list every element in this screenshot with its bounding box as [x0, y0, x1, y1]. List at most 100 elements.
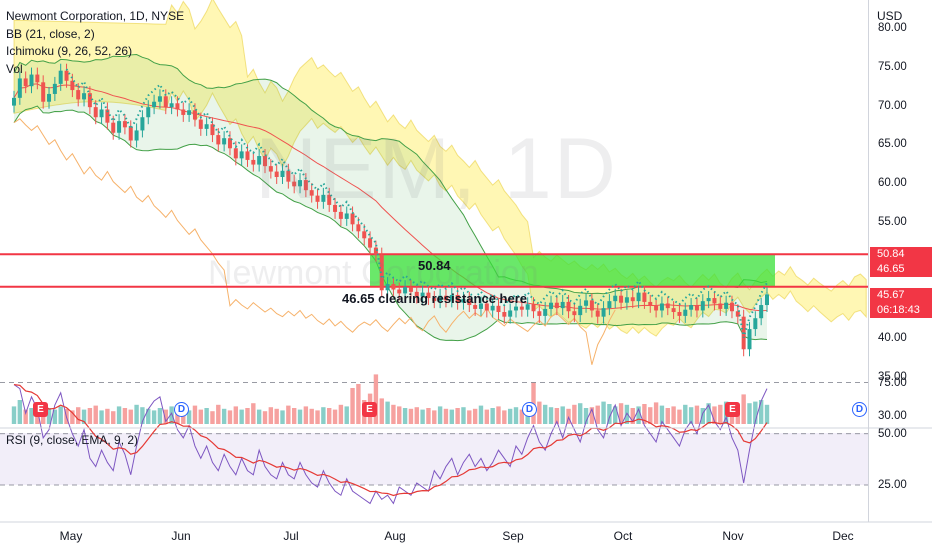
candle-body [23, 78, 28, 87]
volume-bar [467, 410, 472, 424]
time-tick-label: Sep [502, 529, 524, 543]
candle-body [514, 306, 518, 311]
volume-bar [455, 408, 460, 424]
volume-bar [239, 409, 244, 424]
volume-bar [484, 409, 490, 424]
volume-bar [140, 407, 145, 424]
candle-body [712, 298, 717, 304]
volume-bar [356, 384, 361, 424]
volume-bar [46, 408, 52, 424]
volume-bar [93, 405, 98, 424]
candle-body [298, 180, 303, 187]
candle-body [601, 308, 606, 317]
candle-body [373, 247, 378, 255]
candle-body [286, 170, 291, 182]
candle-body [508, 310, 513, 317]
volume-bar [274, 408, 279, 424]
rsi-line [13, 384, 768, 505]
volume-bar [671, 406, 676, 424]
candle-body [122, 121, 127, 128]
candle-body [648, 301, 653, 306]
volume-bar [472, 408, 478, 424]
indicator-rsi[interactable]: RSI (9, close, EMA, 9, 2) [6, 433, 139, 447]
candle-body [338, 211, 343, 219]
volume-bar [52, 409, 58, 424]
resistance-zone [370, 254, 775, 287]
volume-bar [449, 409, 454, 424]
dividend-marker[interactable]: D [174, 402, 189, 417]
volume-bar [758, 400, 764, 424]
volume-bar [216, 404, 221, 424]
volume-bar [618, 403, 624, 424]
candle-body [70, 80, 75, 91]
candle-body [163, 96, 168, 108]
dividend-marker[interactable]: D [852, 402, 867, 417]
indicator-ichimoku[interactable]: Ichimoku (9, 26, 52, 26) [6, 44, 133, 58]
candle-body [455, 294, 460, 303]
volume-bar [420, 409, 425, 424]
rsi-band [0, 433, 868, 485]
candle-body [268, 166, 273, 172]
earnings-marker[interactable]: E [725, 402, 740, 417]
annotation-resistance-top[interactable]: 50.84 [418, 258, 451, 273]
volume-bar [105, 408, 110, 424]
indicator-volume[interactable]: Vol [6, 61, 23, 76]
price-tick-label: 60.00 [878, 177, 907, 190]
candle-body [327, 194, 332, 205]
volume-bar [548, 407, 554, 424]
volume-bar [700, 408, 705, 424]
candle-body [694, 305, 699, 311]
candle-body [391, 284, 396, 290]
rsi-ema-line [13, 383, 768, 497]
volume-bar [408, 408, 414, 424]
price-tick-label: 30.00 [878, 410, 907, 422]
volume-bar [554, 408, 560, 424]
price-tick-label: 75.00 [878, 60, 907, 73]
volume-bar [414, 407, 419, 424]
dividend-marker[interactable]: D [522, 402, 537, 417]
candle-body [671, 308, 676, 313]
earnings-marker[interactable]: E [33, 402, 48, 417]
candle-body [368, 238, 373, 248]
candle-body [747, 329, 752, 350]
currency-label: USD [877, 9, 903, 23]
volume-bar [402, 408, 408, 424]
candle-body [140, 117, 145, 131]
annotation-clearing-resistance[interactable]: 46.65 clearing resistance here [342, 291, 528, 306]
candle-body [233, 148, 238, 159]
rsi-tick-label: 75.00 [878, 376, 907, 389]
symbol-title[interactable]: Newmont Corporation, 1D, NYSE [6, 9, 185, 23]
volume-bar [169, 406, 174, 424]
volume-bar [134, 404, 139, 424]
indicator-bb[interactable]: BB (21, close, 2) [6, 26, 95, 41]
candle-body [58, 70, 63, 84]
volume-bar [753, 401, 758, 424]
volume-bar [146, 408, 151, 424]
candle-body [134, 130, 139, 141]
time-tick-label: Dec [832, 529, 854, 543]
candle-body [549, 302, 554, 309]
volume-bar [688, 407, 694, 424]
candle-body [117, 121, 122, 133]
candle-body [683, 309, 688, 316]
candle-body [303, 180, 308, 191]
volume-bar [443, 408, 449, 424]
candle-body [263, 156, 267, 167]
candle-body [292, 181, 297, 187]
volume-bar [502, 410, 507, 424]
candle-body [531, 304, 536, 312]
earnings-marker[interactable]: E [362, 402, 377, 417]
candle-body [210, 124, 215, 136]
volume-bar [507, 408, 513, 424]
price-tick-label: 35.00 [878, 371, 907, 384]
price-tick-label: 40.00 [878, 332, 907, 345]
volume-bar [192, 405, 198, 424]
candle-body [560, 301, 565, 309]
rsi-tick-label: 25.00 [878, 479, 907, 491]
volume-bar [595, 405, 600, 424]
volume-bar [87, 408, 93, 424]
ichimoku-lagging-span [13, 118, 616, 365]
candle-body [17, 78, 22, 98]
volume-bar [490, 408, 495, 424]
